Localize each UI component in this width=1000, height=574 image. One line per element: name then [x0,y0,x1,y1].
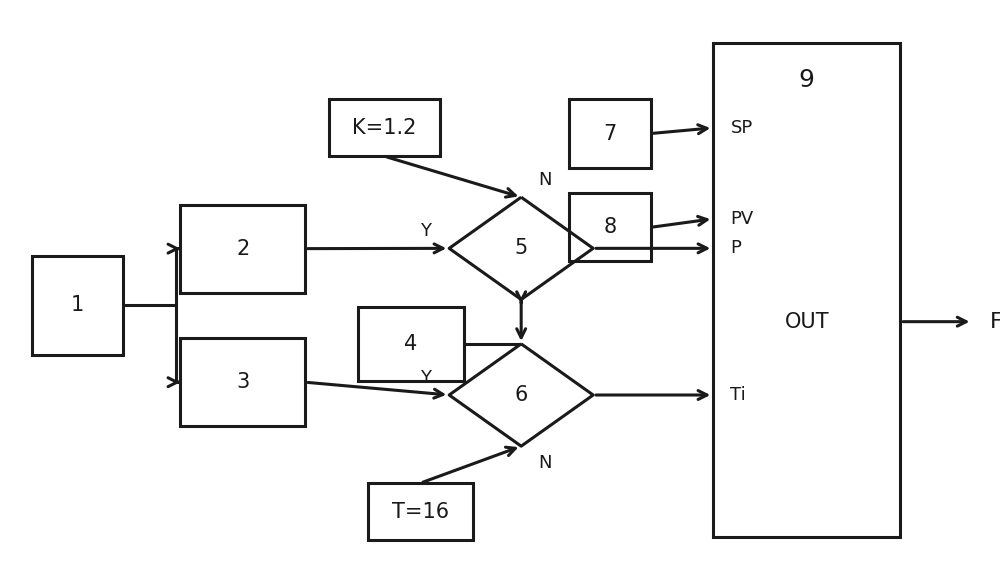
Text: 4: 4 [404,334,417,354]
Text: F: F [990,312,1000,332]
Bar [358,307,464,381]
Text: 6: 6 [514,385,528,405]
Text: N: N [538,171,552,189]
Bar [180,338,305,426]
Text: SP: SP [730,119,753,137]
Text: Ti: Ti [730,386,746,404]
Bar [368,483,473,540]
Text: 2: 2 [236,239,249,259]
Text: N: N [538,454,552,472]
Bar [329,99,440,156]
Text: P: P [730,239,741,257]
Text: Y: Y [420,222,431,241]
Text: K=1.2: K=1.2 [352,118,417,138]
Text: PV: PV [730,210,754,228]
Text: 8: 8 [603,218,617,237]
Bar [713,42,900,537]
Text: 5: 5 [515,238,528,258]
Bar [569,99,651,168]
Text: OUT: OUT [784,312,829,332]
Text: T=16: T=16 [392,502,449,522]
Text: Y: Y [420,369,431,387]
Text: 1: 1 [71,296,84,316]
Text: 7: 7 [603,123,617,144]
Bar [32,256,123,355]
Bar [180,204,305,293]
Text: 3: 3 [236,372,249,392]
Text: 9: 9 [799,68,815,91]
Bar [569,193,651,261]
